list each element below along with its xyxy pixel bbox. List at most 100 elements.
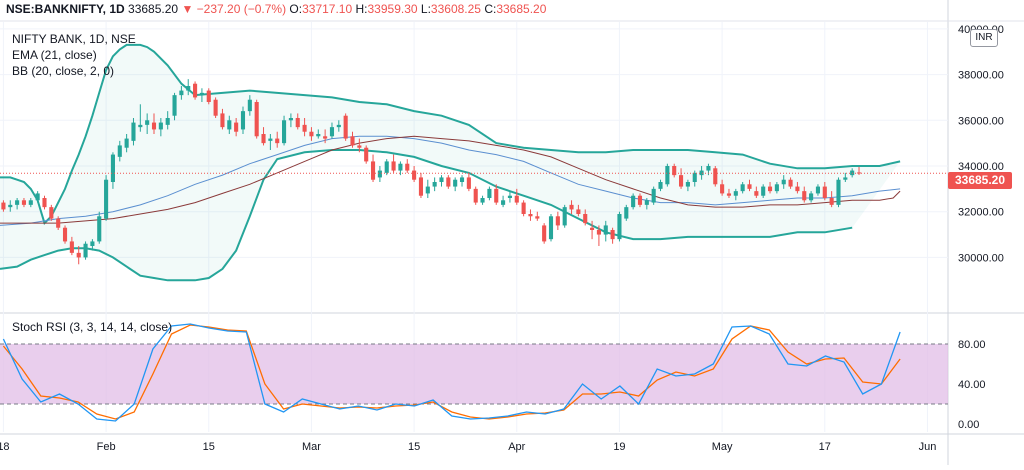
- price-tick-label: 34000.00: [958, 161, 1004, 173]
- candle-body: [809, 193, 814, 201]
- candle-body: [726, 193, 732, 196]
- candle-body: [596, 230, 601, 235]
- candle-body: [439, 177, 444, 182]
- candle-body: [624, 207, 629, 219]
- candle-body: [15, 200, 20, 205]
- time-tick-label: Apr: [508, 441, 525, 453]
- bb-basis-line: [0, 135, 901, 226]
- symbol-name[interactable]: NSE:BANKNIFTY, 1D: [6, 2, 125, 16]
- candle-body: [548, 216, 554, 240]
- candle-body: [8, 204, 13, 208]
- low-label: L:: [420, 2, 431, 16]
- candle-body: [501, 200, 506, 205]
- candle-body: [124, 138, 129, 148]
- candle-body: [302, 124, 307, 132]
- candle-body: [370, 161, 376, 180]
- price-change: −237.20 (−0.7%): [196, 2, 287, 16]
- candle-body: [617, 214, 622, 240]
- candle-body: [466, 177, 471, 189]
- time-tick-label: 19: [613, 441, 625, 453]
- candle-body: [699, 170, 704, 176]
- candle-body: [117, 145, 122, 157]
- candle-body: [357, 145, 362, 148]
- candle-body: [398, 163, 403, 171]
- candle-body: [28, 200, 33, 205]
- candle-body: [432, 182, 437, 187]
- candle-body: [193, 83, 198, 98]
- candle-body: [610, 230, 615, 240]
- low-value: 33608.25: [430, 2, 481, 16]
- candle-body: [754, 191, 759, 196]
- candle-body: [425, 186, 430, 194]
- candle-body: [713, 168, 718, 185]
- candle-body: [384, 161, 389, 173]
- candle-body: [836, 179, 841, 205]
- time-tick-label: 18: [0, 441, 10, 453]
- series-title[interactable]: NIFTY BANK, 1D, NSE: [12, 32, 136, 46]
- candle-body: [90, 241, 95, 246]
- ema-legend[interactable]: EMA (21, close): [12, 48, 97, 62]
- candle-body: [733, 191, 738, 196]
- candle-body: [158, 122, 163, 130]
- candle-body: [343, 115, 348, 139]
- candle-body: [165, 118, 170, 125]
- candle-body: [42, 198, 47, 208]
- candle-body: [295, 118, 300, 128]
- candle-body: [781, 179, 786, 185]
- candle-body: [692, 172, 697, 182]
- candle-body: [459, 177, 465, 182]
- candle-body: [555, 216, 560, 226]
- time-tick-label: May: [712, 441, 733, 453]
- symbol-header: NSE:BANKNIFTY, 1D 33685.20 ▼ −237.20 (−0…: [6, 2, 546, 16]
- stoch-rsi-legend[interactable]: Stoch RSI (3, 3, 14, 14, close): [12, 320, 173, 334]
- candle-body: [795, 186, 800, 192]
- currency-badge[interactable]: INR: [970, 29, 998, 47]
- candle-body: [172, 95, 177, 116]
- candle-body: [829, 198, 834, 205]
- candle-body: [720, 184, 725, 194]
- bb-lower-line: [0, 149, 853, 282]
- last-price: 33685.20: [128, 2, 179, 16]
- time-tick-label: 15: [408, 441, 420, 453]
- candle-body: [104, 179, 109, 219]
- candle-body: [138, 124, 143, 128]
- high-value: 33959.30: [367, 2, 418, 16]
- close-label: C:: [484, 2, 497, 16]
- change-arrow-icon: ▼: [181, 2, 194, 16]
- candle-body: [329, 127, 335, 137]
- candle-body: [76, 252, 81, 258]
- candle-body: [213, 99, 218, 116]
- candle-body: [49, 207, 54, 219]
- candle-body: [1, 202, 6, 210]
- stoch-tick-label: 80.00: [958, 339, 986, 351]
- time-tick-label: Feb: [97, 441, 116, 453]
- candle-body: [822, 186, 827, 198]
- time-tick-label: Mar: [302, 441, 321, 453]
- candle-body: [740, 184, 745, 192]
- bb-fill: [0, 44, 901, 281]
- candle-body: [275, 138, 280, 144]
- candle-body: [377, 170, 382, 178]
- candle-body: [151, 122, 157, 130]
- candle-body: [56, 218, 61, 228]
- bb-legend[interactable]: BB (20, close, 2, 0): [12, 64, 115, 78]
- candle-body: [637, 195, 643, 205]
- candle-body: [268, 138, 273, 141]
- candle-body: [603, 225, 608, 235]
- candle-body: [186, 86, 191, 91]
- candle-body: [179, 90, 184, 96]
- candle-body: [658, 182, 663, 189]
- candle-body: [418, 177, 424, 196]
- candle-body: [240, 111, 246, 130]
- stoch-k-line: [2, 323, 901, 422]
- candle-body: [644, 200, 649, 205]
- candle-body: [535, 216, 540, 219]
- high-label: H:: [355, 2, 368, 16]
- candle-body: [843, 177, 848, 180]
- candle-body: [83, 243, 88, 258]
- price-tick-label: 36000.00: [958, 115, 1004, 127]
- candle-body: [453, 179, 458, 187]
- candle-body: [391, 161, 396, 171]
